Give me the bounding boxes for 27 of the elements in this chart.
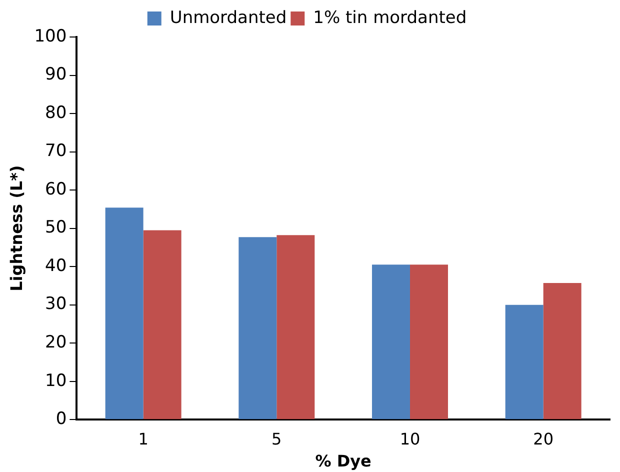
x-axis-title: % Dye	[315, 452, 372, 471]
y-tick-label: 20	[45, 332, 67, 352]
y-tick-label: 0	[56, 409, 67, 430]
bar	[505, 304, 544, 420]
y-tick-label: 60	[45, 179, 67, 200]
y-tick-label: 80	[45, 102, 67, 123]
bar	[276, 235, 315, 420]
y-tick-label: 100	[34, 26, 67, 46]
bar	[238, 237, 277, 420]
bar	[143, 230, 182, 420]
x-tick-label: 1	[138, 429, 148, 448]
bar	[372, 264, 410, 420]
x-tick-label: 10	[400, 429, 420, 448]
y-tick-label: 40	[45, 256, 67, 276]
bar	[543, 283, 582, 420]
x-tick-label: 5	[272, 429, 282, 448]
x-tick-label: 20	[533, 429, 554, 448]
y-tick-label: 30	[45, 294, 67, 314]
bar	[105, 208, 144, 420]
y-tick-label: 90	[45, 64, 67, 85]
legend-label: Unmordanted	[170, 8, 287, 28]
y-tick-label: 10	[45, 370, 67, 391]
bar	[410, 264, 448, 420]
y-tick-label: 70	[45, 141, 67, 162]
y-axis-title: Lightness (L*)	[6, 165, 26, 292]
legend-label: 1% tin mordanted	[313, 8, 467, 28]
y-tick-label: 50	[45, 218, 67, 238]
